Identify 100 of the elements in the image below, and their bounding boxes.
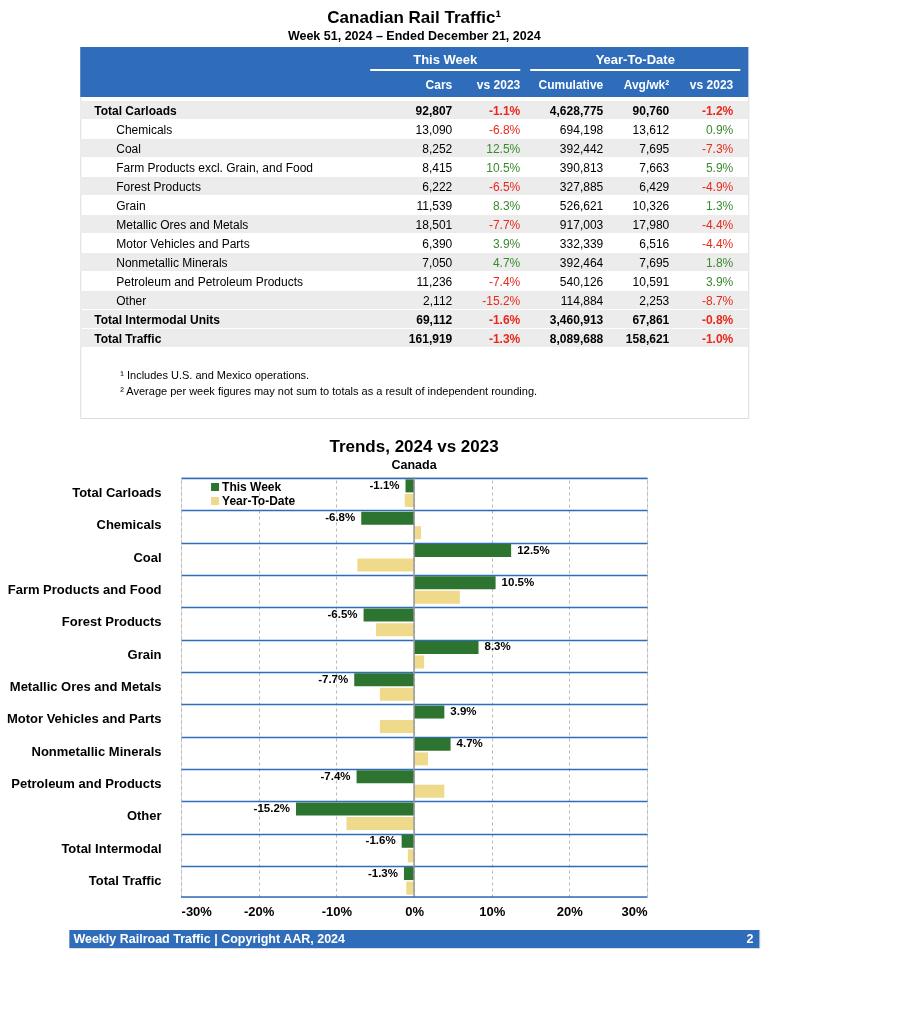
- text: 3.9%: [705, 275, 734, 289]
- text: Motor Vehicles and Parts: [116, 237, 250, 251]
- data-label: -6.5%: [327, 608, 358, 621]
- text: 12.5%: [486, 142, 521, 156]
- text: 3,460,913: [549, 313, 604, 327]
- text: vs 2023: [476, 78, 521, 92]
- chart-title: Trends, 2024 vs 2023: [329, 436, 499, 456]
- y-tick-label: Farm Products and Food: [7, 582, 162, 598]
- data-label: 12.5%: [517, 543, 550, 556]
- text: -4.4%: [701, 218, 734, 232]
- text: -1.1%: [488, 104, 521, 118]
- y-tick-label: Other: [126, 808, 162, 824]
- text: 11,236: [416, 275, 453, 289]
- text: 2,112: [423, 294, 453, 308]
- text: Canadian Rail Traffic¹: [327, 7, 502, 27]
- text: 2,253: [639, 294, 670, 308]
- text: 4.7%: [492, 256, 521, 270]
- chart-subtitle: Canada: [391, 457, 438, 472]
- text: Year-To-Date: [595, 52, 675, 67]
- data-label: 4.7%: [456, 737, 483, 750]
- text: -1.3%: [488, 332, 521, 346]
- text: 7,695: [639, 256, 670, 270]
- text: ² Average per week figures may not sum to totals as a result of independent rounding.: [120, 385, 538, 397]
- x-tick-label: 10%: [479, 903, 506, 919]
- text: 10.5%: [486, 161, 521, 175]
- y-tick-label: Total Traffic: [88, 872, 162, 888]
- text: Cars: [425, 78, 453, 92]
- text: -4.4%: [701, 237, 734, 251]
- text: 327,885: [559, 180, 604, 194]
- text: Petroleum and Petroleum Products: [116, 275, 304, 289]
- text: 6,222: [422, 180, 453, 194]
- y-tick-label: Motor Vehicles and Parts: [6, 711, 162, 727]
- text: 540,126: [559, 275, 604, 289]
- data-label: -7.7%: [318, 672, 349, 685]
- text: -15.2%: [482, 294, 521, 308]
- text: -6.5%: [488, 180, 521, 194]
- data-label: 10.5%: [501, 575, 535, 588]
- text: Metallic Ores and Metals: [116, 218, 249, 232]
- x-tick-label: 20%: [556, 903, 584, 919]
- legend-label: This Week: [222, 480, 282, 494]
- text: -0.8%: [701, 313, 734, 327]
- x-tick-label: 0%: [405, 903, 425, 919]
- text: Nonmetallic Minerals: [116, 256, 228, 270]
- text: Weekly Railroad Traffic | Copyright AAR, 2024: [73, 932, 346, 946]
- text: -7.7%: [488, 218, 521, 232]
- text: 10,326: [632, 199, 670, 213]
- y-tick-label: Grain: [127, 646, 162, 662]
- text: 8,089,688: [549, 332, 604, 346]
- text: -6.8%: [488, 123, 521, 137]
- x-tick-label: -10%: [321, 903, 353, 919]
- text: 390,813: [559, 161, 604, 175]
- text: Week 51, 2024 – Ended December 21, 2024: [287, 28, 541, 43]
- text: -8.7%: [701, 294, 734, 308]
- text: 3.9%: [492, 237, 521, 251]
- legend-label: Year-To-Date: [222, 494, 296, 508]
- text: 332,339: [559, 237, 604, 251]
- y-tick-label: Total Intermodal: [61, 840, 162, 856]
- text: 18,501: [415, 218, 453, 232]
- x-tick-label: 30%: [621, 903, 648, 919]
- x-tick-label: -30%: [181, 903, 213, 919]
- text: 526,621: [559, 199, 604, 213]
- y-tick-label: Petroleum and Products: [11, 775, 162, 791]
- text: 0.9%: [705, 123, 734, 137]
- text: Forest Products: [116, 180, 201, 194]
- text: 158,621: [625, 332, 670, 346]
- text: 13,612: [632, 123, 670, 137]
- data-label: -1.6%: [365, 834, 396, 847]
- text: 5.9%: [705, 161, 734, 175]
- text: -1.6%: [488, 313, 521, 327]
- text: 69,112: [416, 313, 453, 327]
- text: Avg/wk²: [623, 78, 670, 92]
- text: -1.2%: [701, 104, 734, 118]
- text: 7,695: [639, 142, 670, 156]
- text: 67,861: [632, 313, 670, 327]
- data-label: 3.9%: [450, 705, 477, 718]
- text: 10,591: [632, 275, 670, 289]
- text: -1.0%: [701, 332, 734, 346]
- text: 392,442: [559, 142, 604, 156]
- text: 1.8%: [705, 256, 734, 270]
- y-tick-label: Coal: [133, 549, 162, 565]
- y-tick-label: Forest Products: [61, 614, 162, 630]
- y-tick-label: Nonmetallic Minerals: [31, 743, 162, 759]
- text: 694,198: [559, 123, 604, 137]
- x-tick-label: -20%: [244, 903, 275, 919]
- text: Farm Products excl. Grain, and Food: [116, 161, 313, 175]
- text: 917,003: [559, 218, 604, 232]
- text: 6,390: [422, 237, 453, 251]
- text: -4.9%: [701, 180, 734, 194]
- text: 2: [746, 932, 754, 946]
- data-label: -1.1%: [369, 478, 400, 491]
- y-tick-label: Chemicals: [96, 517, 162, 533]
- text: 1.3%: [705, 199, 734, 213]
- text: Cumulative: [538, 78, 604, 92]
- data-label: -6.8%: [325, 511, 356, 524]
- text: 6,516: [639, 237, 670, 251]
- text: This Week: [413, 52, 479, 67]
- text: 7,663: [639, 161, 670, 175]
- text: 8.3%: [492, 199, 521, 213]
- text: 392,464: [559, 256, 604, 270]
- y-tick-label: Metallic Ores and Metals: [9, 679, 162, 694]
